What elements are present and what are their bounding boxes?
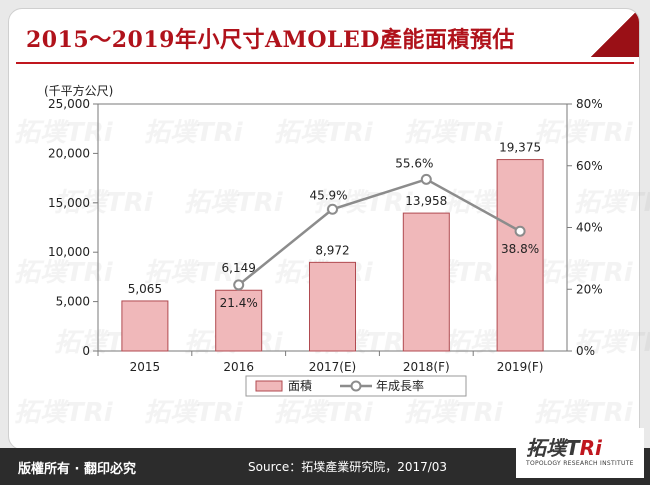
- growth-value-label: 38.8%: [501, 242, 539, 256]
- legend-bar-swatch: [255, 380, 283, 392]
- legend-line-marker: [350, 380, 362, 392]
- bar-value-label: 6,149: [222, 261, 256, 275]
- growth-value-label: 55.6%: [395, 156, 433, 170]
- x-tick-label: 2016: [223, 360, 254, 374]
- y-left-tick-label: 20,000: [48, 146, 90, 160]
- y-right-tick-label: 40%: [576, 221, 603, 235]
- y-left-tick-label: 15,000: [48, 196, 90, 210]
- growth-line: [237, 177, 521, 286]
- growth-value-label: 45.9%: [309, 188, 347, 202]
- y-left-unit-label: (千平方公尺): [44, 83, 113, 98]
- corner-accent: [591, 9, 639, 57]
- growth-value-label: 21.4%: [220, 296, 258, 310]
- brand-subtitle: TOPOLOGY RESEARCH INSTITUTE: [526, 460, 634, 467]
- growth-point: [233, 279, 245, 291]
- chart-title: 2015～2019年小尺寸AMOLED產能面積預估: [26, 27, 515, 53]
- legend-line-label: 年成長率: [376, 378, 424, 393]
- y-left-tick-label: 10,000: [48, 245, 90, 259]
- source-note: Source：拓墣產業研究院，2017/03: [248, 460, 448, 474]
- bar: [309, 261, 356, 352]
- growth-point: [327, 203, 338, 215]
- y-right-tick-label: 60%: [576, 159, 603, 173]
- bar-value-label: 19,375: [499, 141, 541, 155]
- x-tick-label: 2017(E): [309, 360, 356, 374]
- bar: [121, 300, 169, 352]
- x-tick-label: 2015: [130, 360, 161, 374]
- brand-logo: 拓墣TRi TOPOLOGY RESEARCH INSTITUTE: [516, 428, 644, 478]
- bar-value-label: 13,958: [405, 194, 447, 208]
- y-left-tick-label: 25,000: [48, 97, 90, 111]
- bar-value-label: 5,065: [128, 282, 162, 296]
- y-left-tick-label: 5,000: [56, 295, 90, 309]
- x-tick-label: 2018(F): [403, 360, 450, 374]
- growth-point: [420, 173, 432, 185]
- y-right-tick-label: 80%: [576, 97, 603, 111]
- brand-name: 拓墣TRi: [526, 436, 602, 460]
- bar: [215, 289, 263, 352]
- copyright-notice: 版權所有 · 翻印必究: [18, 462, 136, 477]
- growth-point: [514, 225, 526, 237]
- y-left-tick-label: 0: [82, 344, 90, 358]
- y-right-tick-label: 0%: [576, 344, 595, 358]
- title-underline: [16, 62, 634, 64]
- bar-value-label: 8,972: [315, 243, 349, 257]
- x-tick-label: 2019(F): [497, 360, 544, 374]
- bar: [402, 212, 450, 352]
- y-right-tick-label: 20%: [576, 282, 603, 296]
- legend-bar-label: 面積: [288, 378, 312, 393]
- bar: [496, 159, 544, 352]
